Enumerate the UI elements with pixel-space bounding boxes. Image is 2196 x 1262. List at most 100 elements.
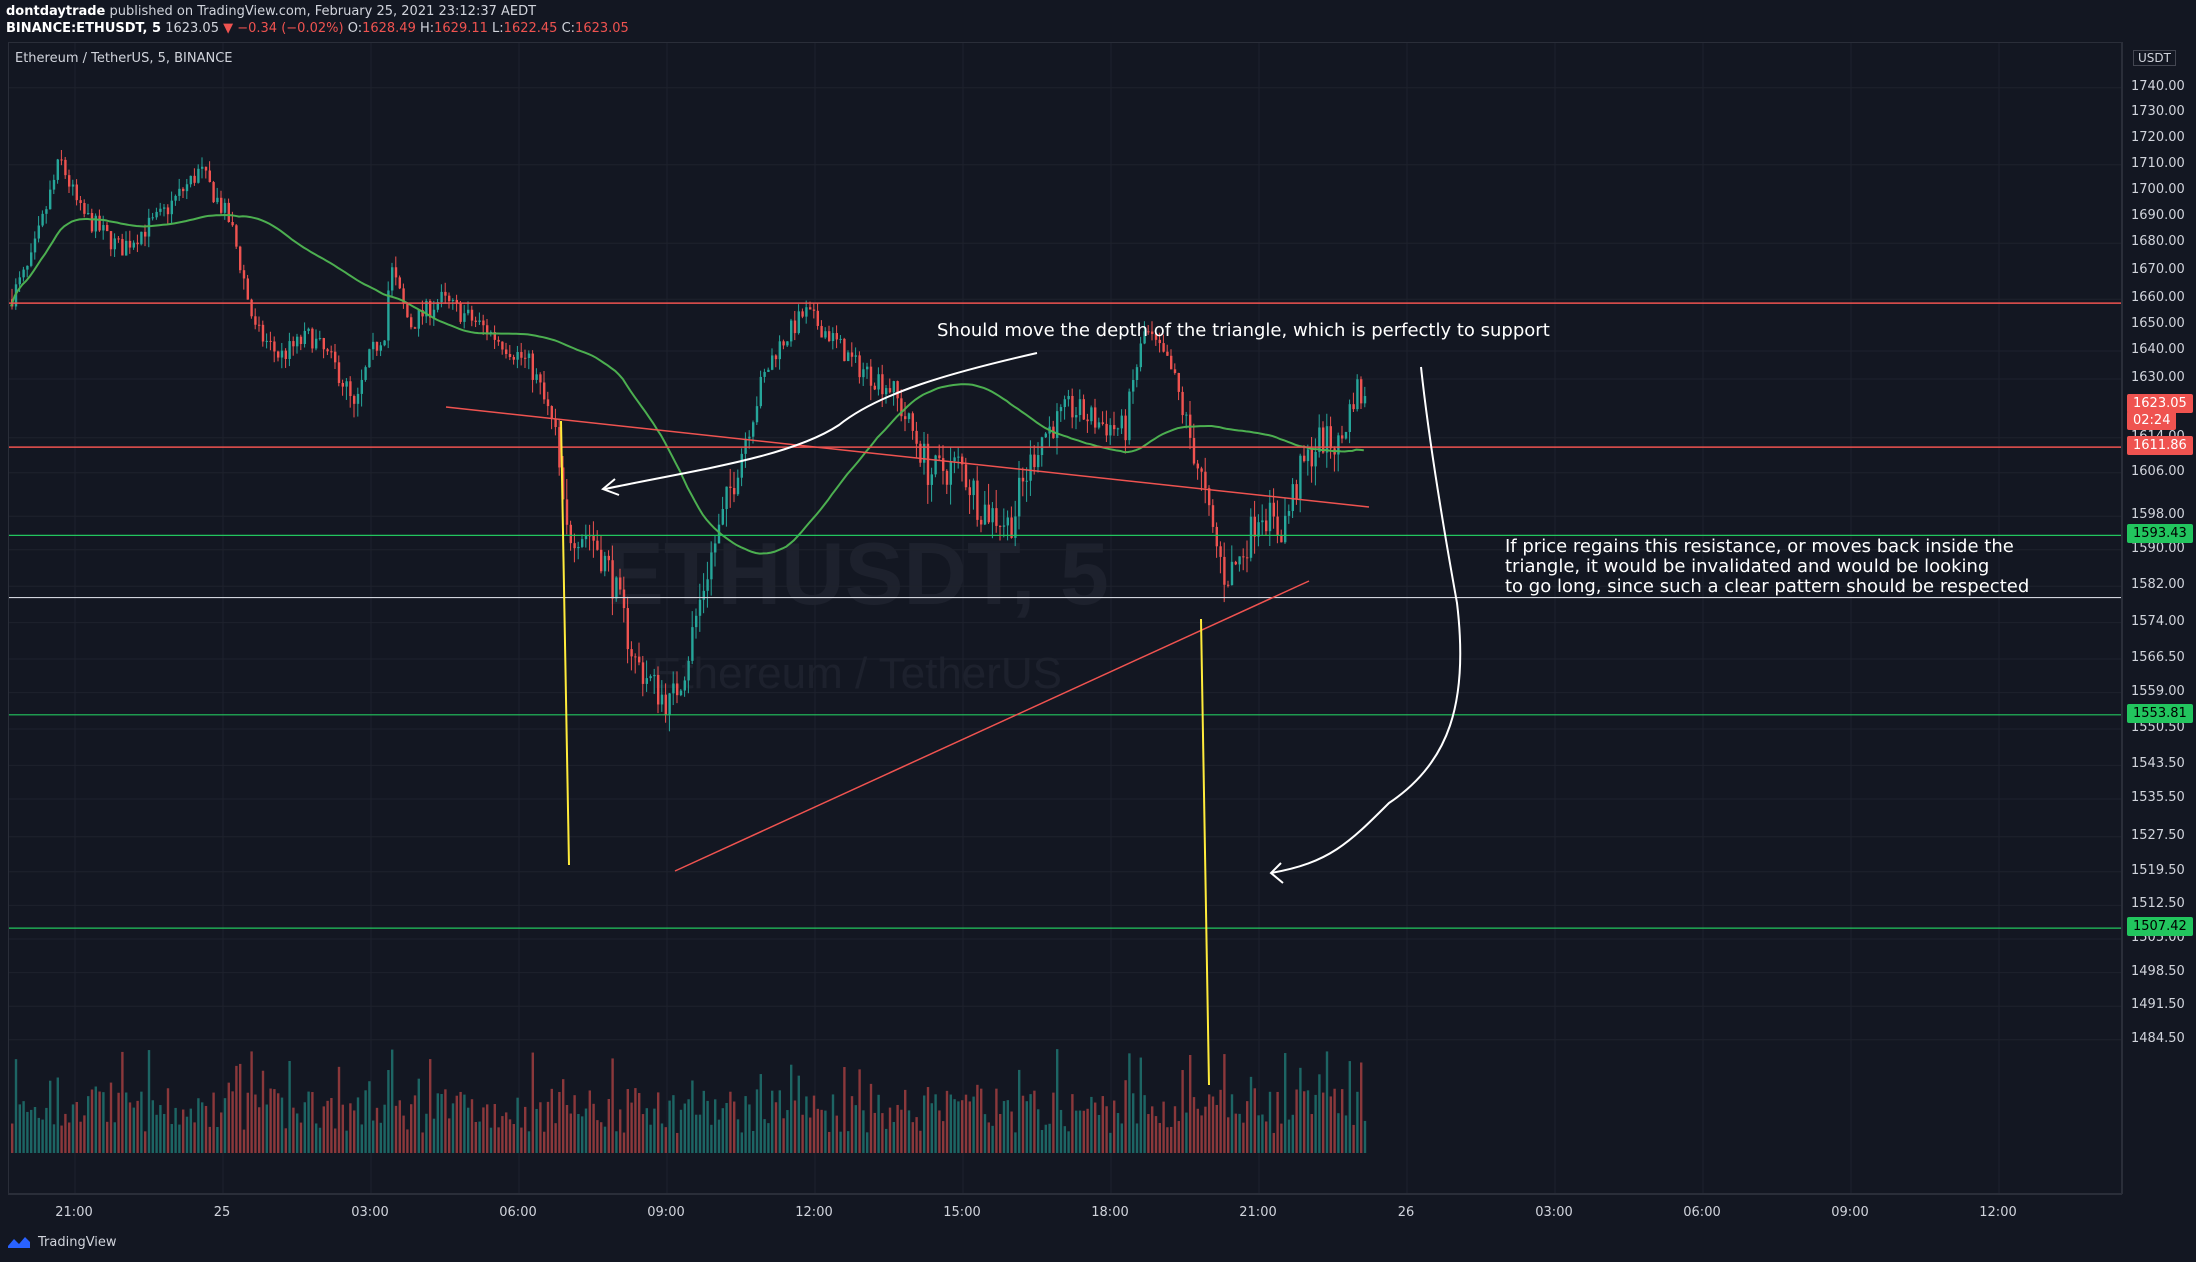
volume-bar — [155, 1114, 158, 1153]
volume-bar — [1120, 1123, 1123, 1153]
candle-body — [698, 599, 702, 616]
candle-body — [341, 382, 344, 387]
volume-bar — [265, 1104, 268, 1153]
volume-bar — [41, 1119, 44, 1153]
candle-body — [866, 366, 869, 370]
volume-bar — [820, 1109, 823, 1153]
candle-body — [375, 341, 379, 351]
price-axis[interactable]: USDT 1740.00 1730.00 1720.00 1710.00 1700.00… — [2122, 42, 2196, 1194]
volume-bar — [843, 1067, 846, 1153]
candle-body — [584, 535, 588, 540]
volume-bar — [1044, 1124, 1047, 1153]
currency-label[interactable]: USDT — [2133, 50, 2176, 66]
volume-bar — [1333, 1088, 1336, 1153]
volume-bar — [277, 1093, 280, 1153]
candle-body — [463, 313, 466, 322]
candle-body — [1253, 516, 1256, 537]
candle-body — [1196, 463, 1199, 469]
candle-body — [227, 202, 230, 223]
volume-bar — [577, 1113, 580, 1153]
volume-bar — [360, 1124, 363, 1153]
volume-bar — [30, 1109, 33, 1153]
volume-bar — [311, 1092, 314, 1153]
volume-bar — [220, 1112, 223, 1153]
candle-body — [87, 212, 90, 214]
chart-pane[interactable]: ETHUSDT, 5 Ethereum / TetherUS Ethereum … — [8, 42, 2122, 1194]
volume-bar — [83, 1115, 86, 1153]
candle-body — [554, 418, 557, 428]
volume-bar — [630, 1102, 633, 1153]
candle-body — [999, 525, 1002, 527]
volume-bar — [178, 1124, 181, 1153]
candle-body — [284, 350, 287, 359]
candle-body — [1325, 426, 1329, 453]
price-chart[interactable] — [9, 43, 2122, 1194]
time-tick: 12:00 — [795, 1205, 833, 1220]
candle-body — [1082, 399, 1085, 420]
candle-body — [353, 396, 356, 404]
candle-body — [649, 676, 652, 679]
time-axis[interactable]: 21:00 25 03:00 06:00 09:00 12:00 15:00 18:00 21:… — [8, 1194, 2122, 1221]
volume-bar — [828, 1131, 831, 1153]
volume-bar — [11, 1123, 14, 1153]
volume-bar — [991, 1125, 994, 1153]
candle-body — [1284, 515, 1287, 543]
volume-bar — [448, 1118, 451, 1153]
candle-body — [638, 656, 641, 663]
price-tick: 1484.50 — [2131, 1030, 2185, 1046]
candle-body — [752, 422, 755, 437]
price-tick: 1720.00 — [2131, 130, 2185, 146]
author-name[interactable]: dontdaytrade — [6, 4, 106, 19]
volume-bar — [793, 1100, 797, 1153]
candle-body — [170, 200, 173, 215]
candle-body — [1211, 505, 1215, 527]
volume-bar — [1363, 1120, 1367, 1153]
candle-body — [277, 351, 280, 358]
price-tick: 1670.00 — [2131, 262, 2185, 278]
volume-bar — [1284, 1053, 1287, 1153]
candle-body — [125, 240, 128, 256]
candle-body — [474, 320, 477, 322]
volume-bar — [938, 1110, 941, 1153]
candle-body — [983, 504, 987, 525]
volume-bar — [1215, 1104, 1218, 1153]
volume-bar — [839, 1131, 842, 1153]
volume-bar — [246, 1092, 249, 1153]
candle-body — [706, 579, 709, 591]
candle-body — [1238, 556, 1241, 565]
candle-body — [387, 290, 390, 341]
volume-bar — [1189, 1054, 1192, 1153]
candle-body — [869, 366, 873, 386]
candle-body — [801, 311, 804, 317]
volume-bar — [68, 1122, 71, 1153]
volume-bar — [1052, 1092, 1055, 1153]
volume-bar — [239, 1063, 242, 1153]
volume-bar — [326, 1100, 329, 1153]
volume-bar — [930, 1103, 933, 1153]
volume-bar — [1352, 1124, 1355, 1153]
volume-bar — [444, 1089, 447, 1153]
volume-bar — [121, 1051, 124, 1153]
candle-body — [991, 508, 994, 523]
volume-bar — [854, 1105, 857, 1153]
candle-body — [121, 238, 124, 256]
volume-bar — [170, 1124, 173, 1153]
candle-body — [797, 311, 800, 334]
candle-body — [710, 552, 713, 580]
time-tick: 06:00 — [1683, 1205, 1721, 1220]
candle-body — [90, 212, 94, 232]
candle-body — [265, 340, 268, 342]
candle-body — [318, 338, 322, 340]
volume-bar — [280, 1097, 284, 1153]
candle-body — [1002, 525, 1006, 527]
volume-bar — [1151, 1106, 1154, 1153]
volume-bar — [269, 1088, 272, 1153]
candle-body — [942, 458, 945, 471]
volume-bar — [1094, 1102, 1097, 1153]
candle-body — [98, 215, 101, 231]
candle-body — [1341, 435, 1344, 439]
volume-bar — [151, 1100, 154, 1153]
tradingview-brand[interactable]: TradingView — [6, 1234, 117, 1250]
volume-bar — [953, 1099, 956, 1153]
volume-bar — [1132, 1093, 1135, 1153]
